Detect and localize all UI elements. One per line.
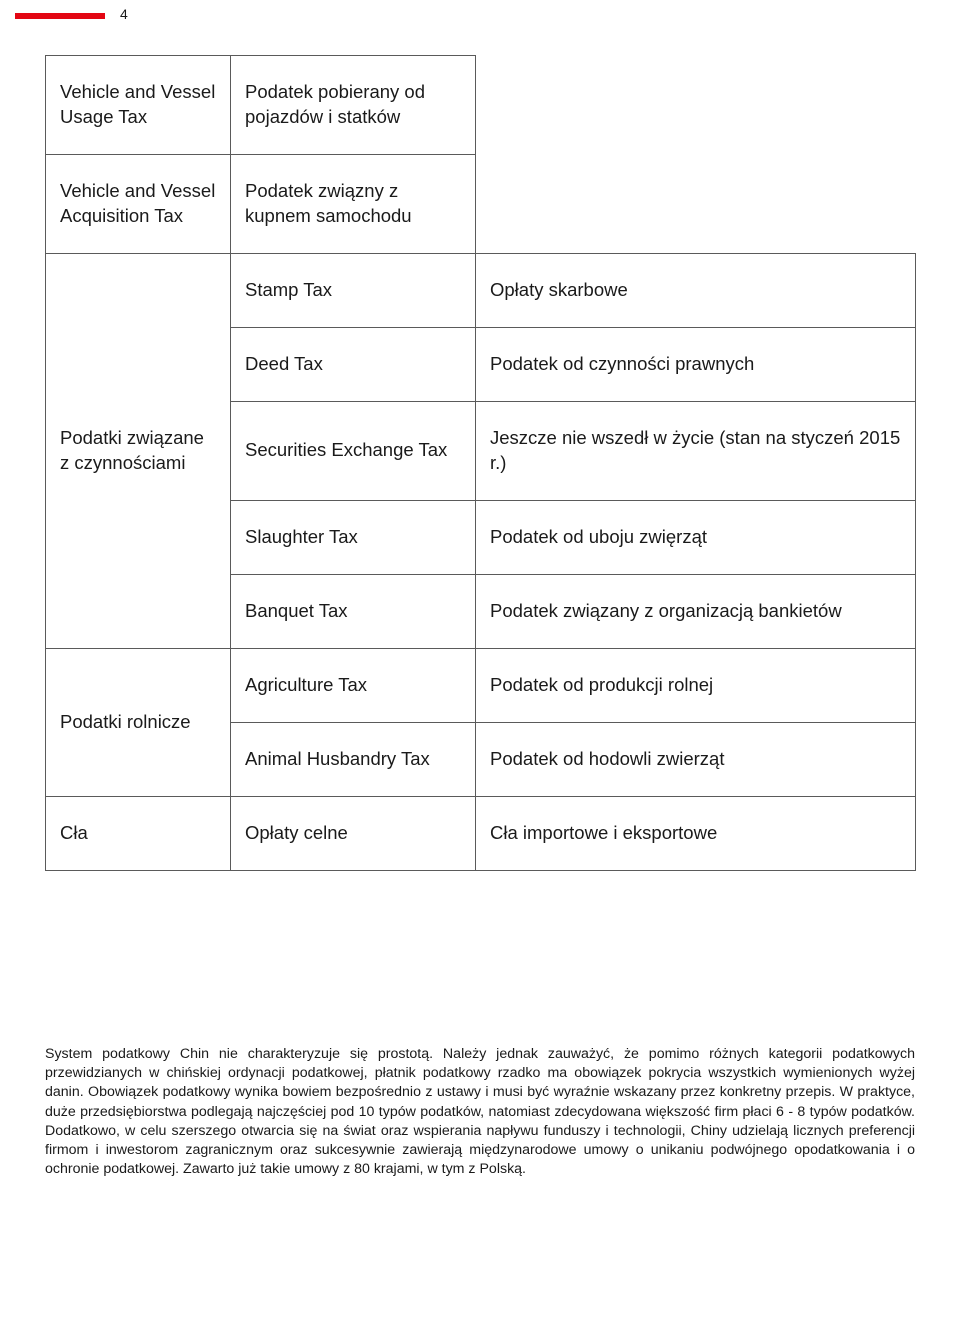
tax-name-cell: Banquet Tax [231, 574, 476, 648]
tax-name-cell: Vehicle and Vessel Usage Tax [46, 56, 231, 155]
tax-desc-cell: Podatek pobierany od pojazdów i statków [231, 56, 476, 155]
page-number: 4 [120, 6, 128, 22]
tax-desc-cell: Podatek od hodowli zwierząt [476, 722, 916, 796]
tax-table-container: Vehicle and Vessel Usage TaxPodatek pobi… [45, 55, 915, 871]
tax-table: Vehicle and Vessel Usage TaxPodatek pobi… [45, 55, 916, 871]
category-cell: Podatki rolnicze [46, 648, 231, 796]
table-row: Vehicle and Vessel Usage TaxPodatek pobi… [46, 56, 916, 155]
tax-name-cell: Stamp Tax [231, 253, 476, 327]
table-row: Vehicle and Vessel Acquisition TaxPodate… [46, 154, 916, 253]
tax-name-cell: Vehicle and Vessel Acquisition Tax [46, 154, 231, 253]
table-row: Podatki rolniczeAgriculture TaxPodatek o… [46, 648, 916, 722]
tax-name-cell: Opłaty celne [231, 796, 476, 870]
tax-name-cell: Deed Tax [231, 327, 476, 401]
tax-name-cell: Slaughter Tax [231, 500, 476, 574]
category-cell: Podatki związane z czynnościami [46, 253, 231, 648]
table-row: Podatki związane z czynnościamiStamp Tax… [46, 253, 916, 327]
tax-name-cell: Agriculture Tax [231, 648, 476, 722]
tax-desc-cell: Cła importowe i eksportowe [476, 796, 916, 870]
tax-desc-cell: Podatek związany z organizacją bankietów [476, 574, 916, 648]
table-row: CłaOpłaty celneCła importowe i eksportow… [46, 796, 916, 870]
category-cell: Cła [46, 796, 231, 870]
tax-desc-cell: Podatek związny z kupnem samochodu [231, 154, 476, 253]
tax-name-cell: Animal Husbandry Tax [231, 722, 476, 796]
tax-name-cell: Securities Exchange Tax [231, 401, 476, 500]
tax-desc-cell: Podatek od czynności prawnych [476, 327, 916, 401]
accent-bar [15, 13, 105, 19]
body-paragraph: System podatkowy Chin nie charakteryzuje… [45, 1045, 915, 1179]
tax-desc-cell: Jeszcze nie wszedł w życie (stan na styc… [476, 401, 916, 500]
tax-desc-cell: Podatek od produkcji rolnej [476, 648, 916, 722]
tax-desc-cell: Opłaty skarbowe [476, 253, 916, 327]
tax-desc-cell: Podatek od uboju zwięrząt [476, 500, 916, 574]
